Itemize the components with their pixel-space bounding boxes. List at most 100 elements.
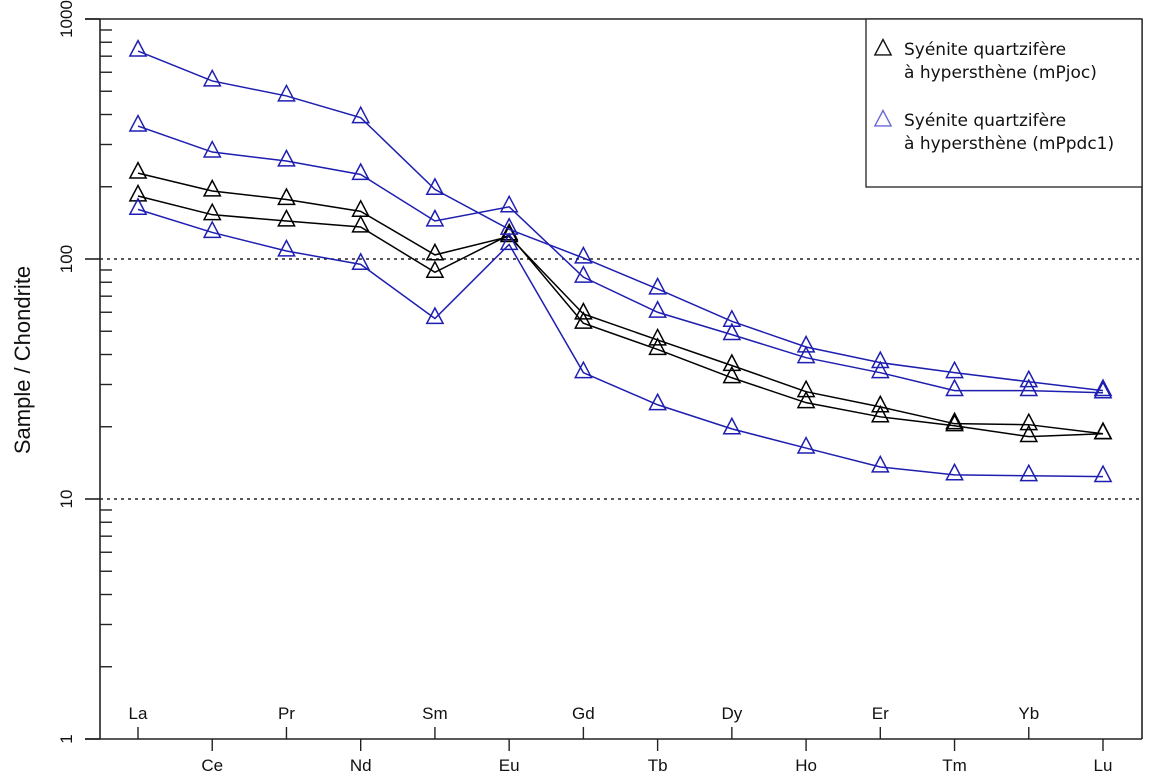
data-point-gd: [574, 360, 593, 379]
x-tick-label-nd: Nd: [350, 756, 372, 775]
data-point-yb: [1019, 369, 1039, 388]
data-point-tm: [945, 462, 964, 481]
data-point-dy: [722, 309, 742, 327]
data-point-yb: [1019, 412, 1039, 431]
data-point-sm: [425, 242, 445, 261]
data-point-yb: [1019, 424, 1039, 443]
series-line: [137, 195, 1104, 438]
data-point-dy: [722, 416, 742, 435]
y-tick-label: 100: [57, 245, 76, 273]
data-point-tm: [945, 411, 964, 430]
x-tick-label-er: Er: [872, 704, 889, 723]
data-point-ho: [796, 435, 816, 454]
data-point-eu: [499, 232, 519, 251]
data-point-pr: [277, 238, 296, 257]
data-point-lu: [1093, 464, 1113, 483]
data-point-yb: [1019, 378, 1039, 397]
x-tick-label-gd: Gd: [572, 704, 595, 723]
legend-label-line1: Syénite quartzifère: [904, 111, 1066, 131]
x-tick-label-yb: Yb: [1018, 704, 1039, 723]
data-point-pr: [277, 83, 296, 102]
y-tick-label: 10: [57, 490, 76, 509]
data-point-er: [870, 360, 890, 379]
legend: Syénite quartzifère à hypersthène (mPjoc)…: [865, 18, 1143, 188]
series-line: [137, 172, 1104, 435]
y-axis-title: Sample / Chondrite: [10, 266, 35, 454]
data-point-tb: [648, 327, 667, 346]
data-point-eu: [499, 194, 519, 213]
series-line: [137, 125, 1104, 394]
data-point-dy: [722, 365, 742, 384]
data-point-nd: [351, 214, 371, 233]
gridlines: [100, 258, 1142, 500]
series-line: [137, 208, 1104, 478]
data-point-tm: [945, 413, 964, 432]
data-point-la: [128, 160, 148, 179]
data-point-lu: [1093, 421, 1113, 440]
data-point-tb: [648, 392, 667, 411]
x-tick-label-sm: Sm: [422, 704, 448, 723]
data-point-gd: [574, 265, 593, 283]
data-point-tb: [648, 300, 667, 318]
data-point-nd: [351, 162, 371, 181]
data-point-er: [870, 394, 890, 413]
data-point-gd: [574, 301, 593, 320]
data-point-yb: [1019, 463, 1039, 482]
legend-marker-icon: [873, 37, 893, 56]
data-point-tm: [945, 378, 964, 397]
legend-label-line1: Syénite quartzifère: [904, 40, 1066, 60]
data-point-pr: [277, 187, 296, 206]
data-point-sm: [425, 208, 445, 227]
data-point-ce: [202, 178, 222, 197]
x-tick-label-dy: Dy: [721, 704, 742, 723]
data-point-dy: [722, 353, 742, 372]
series-mpjoc-0: [128, 160, 1113, 440]
data-point-la: [128, 183, 148, 202]
data-point-la: [128, 38, 148, 57]
data-point-lu: [1093, 378, 1113, 397]
data-point-tm: [945, 360, 964, 379]
data-point-ho: [796, 379, 816, 398]
data-point-ho: [796, 345, 816, 364]
data-point-sm: [425, 306, 445, 325]
series-mppdc1-2: [128, 38, 1113, 397]
y-tick-label: 1000: [57, 0, 76, 38]
data-point-gd: [574, 311, 593, 329]
data-point-pr: [277, 148, 296, 167]
x-tick-label-tb: Tb: [648, 756, 668, 775]
data-point-ce: [202, 220, 222, 239]
data-point-ho: [796, 334, 816, 353]
legend-label-line2: à hypersthène (mPjoc): [904, 63, 1097, 83]
series-line: [137, 50, 1104, 392]
data-point-ho: [796, 390, 816, 409]
legend-box: [865, 18, 1143, 188]
data-point-pr: [277, 208, 296, 227]
series-mpjoc-1: [128, 183, 1113, 443]
data-point-ce: [202, 202, 222, 221]
legend-label-line2: à hypersthène (mPpdc1): [904, 134, 1114, 154]
data-point-la: [128, 113, 148, 132]
x-tick-label-lu: Lu: [1094, 756, 1113, 775]
data-point-lu: [1093, 380, 1113, 399]
y-tick-label: 1: [57, 734, 76, 743]
x-tick-label-eu: Eu: [499, 756, 520, 775]
x-tick-label-ho: Ho: [795, 756, 817, 775]
data-point-tb: [648, 276, 667, 295]
data-point-la: [128, 197, 148, 216]
data-point-er: [870, 404, 890, 423]
series-mppdc1-3: [128, 113, 1113, 399]
data-point-dy: [722, 322, 742, 341]
data-point-ce: [202, 139, 222, 158]
data-point-nd: [351, 105, 371, 124]
data-point-eu: [499, 222, 519, 241]
data-point-ce: [202, 68, 222, 87]
legend-marker-icon: [873, 108, 893, 127]
x-tick-label-tm: Tm: [942, 756, 967, 775]
data-point-tb: [648, 337, 667, 356]
data-point-sm: [425, 177, 445, 196]
data-point-er: [870, 454, 890, 473]
data-point-sm: [425, 260, 445, 278]
x-tick-label-ce: Ce: [201, 756, 223, 775]
data-point-er: [870, 350, 890, 369]
x-tick-label-la: La: [129, 704, 148, 723]
